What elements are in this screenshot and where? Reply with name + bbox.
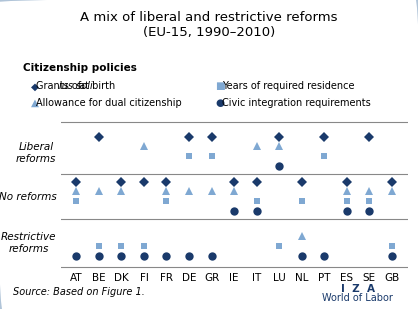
Text: ●: ● bbox=[215, 98, 224, 108]
Text: at birth: at birth bbox=[76, 81, 115, 91]
Text: Citizenship policies: Citizenship policies bbox=[23, 63, 137, 73]
Text: ■: ■ bbox=[215, 81, 225, 91]
Text: ius soli: ius soli bbox=[59, 81, 93, 91]
Text: Source: Based on Figure 1.: Source: Based on Figure 1. bbox=[13, 287, 144, 297]
Text: World of Labor: World of Labor bbox=[322, 293, 393, 303]
Text: Grants of: Grants of bbox=[36, 81, 84, 91]
Text: ▲: ▲ bbox=[31, 98, 38, 108]
Text: A mix of liberal and restrictive reforms
(EU-15, 1990–2010): A mix of liberal and restrictive reforms… bbox=[80, 11, 338, 39]
Text: I  Z  A: I Z A bbox=[341, 284, 375, 294]
Text: Years of required residence: Years of required residence bbox=[222, 81, 354, 91]
Text: Allowance for dual citizenship: Allowance for dual citizenship bbox=[36, 98, 182, 108]
Text: Civic integration requirements: Civic integration requirements bbox=[222, 98, 370, 108]
Text: ◆: ◆ bbox=[31, 81, 38, 91]
